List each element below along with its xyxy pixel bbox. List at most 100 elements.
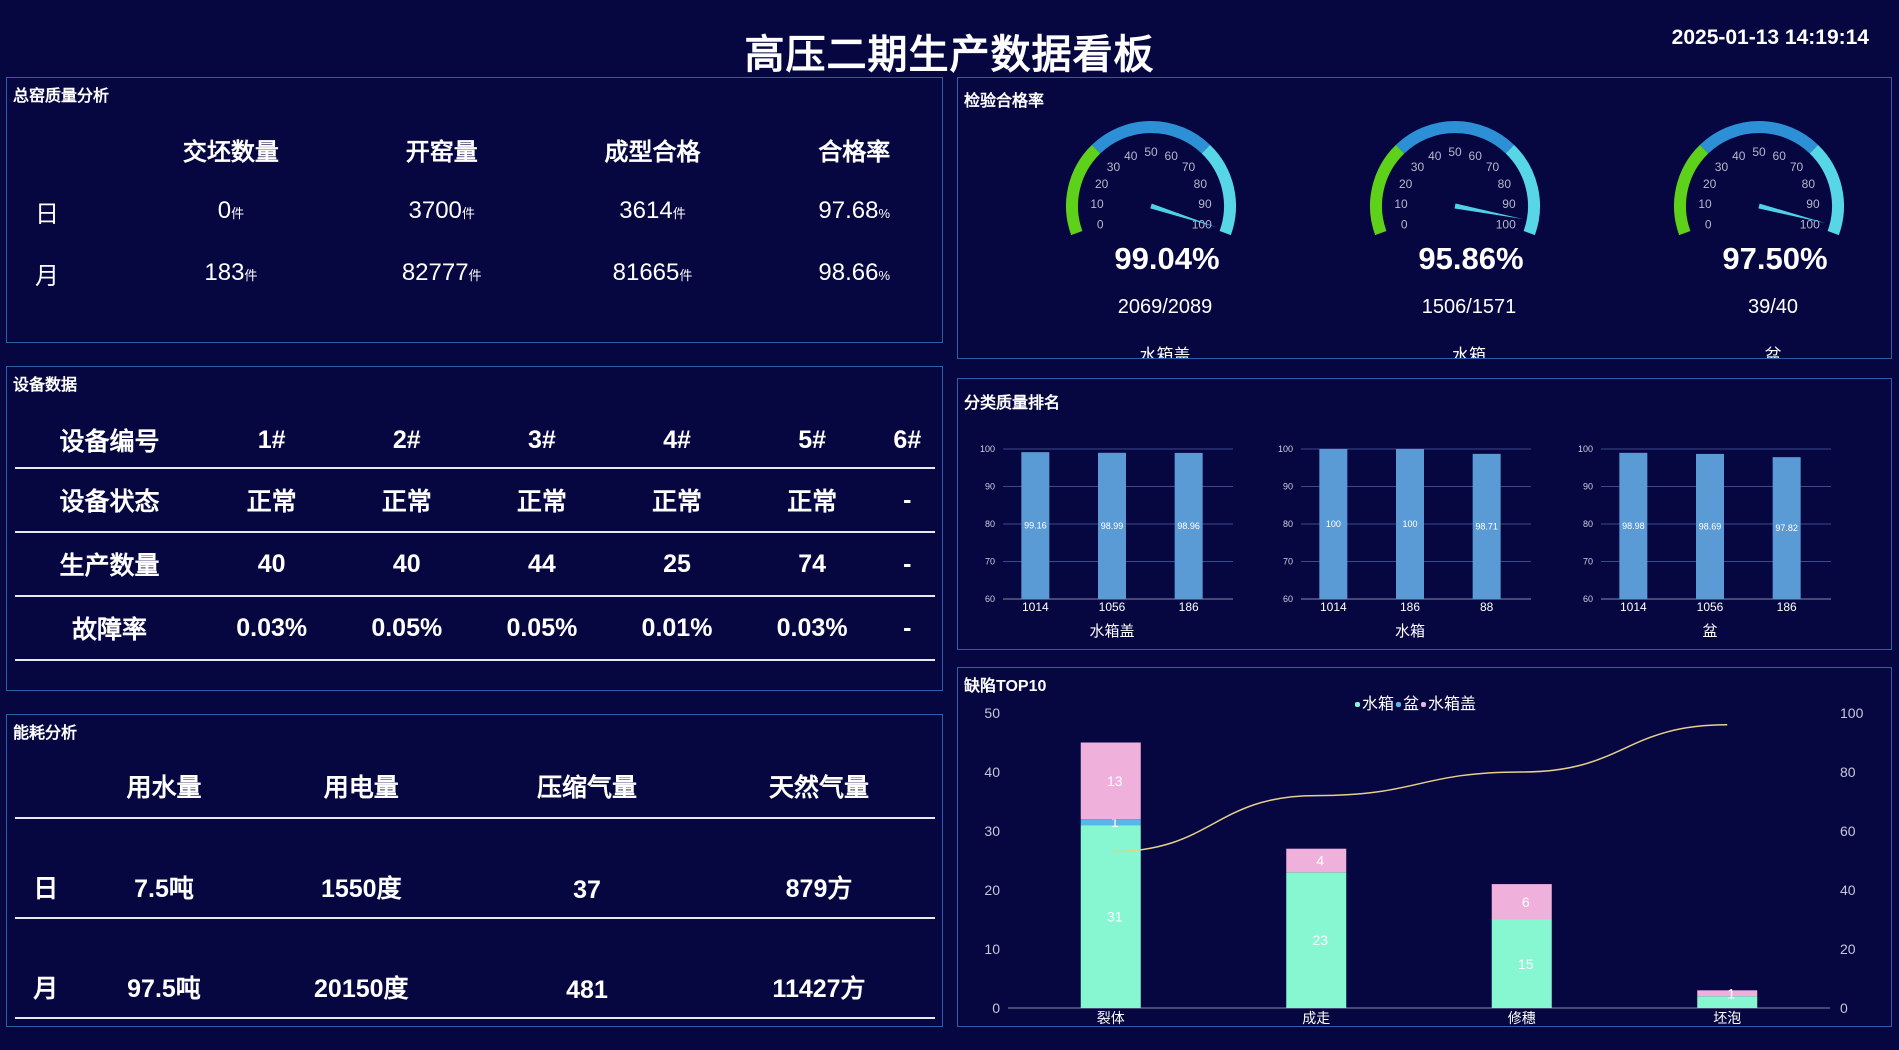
bar xyxy=(1696,453,1724,599)
bar xyxy=(1772,457,1801,599)
gauge-arc-segment xyxy=(1809,144,1844,236)
legend-swatch xyxy=(1355,702,1360,707)
x-tick-label: 88 xyxy=(1480,600,1494,614)
gauge-arc-segment xyxy=(1505,144,1540,236)
table-cell: 2# xyxy=(339,413,475,469)
gauge-needle xyxy=(1758,203,1826,224)
table-cell: 正常 xyxy=(204,468,340,533)
ranking-chart: 60 70 80 90 100 100 1014 100 186 98.71 88 水箱 xyxy=(1278,444,1531,640)
bar-segment xyxy=(1697,996,1758,1008)
header-cell: 成型合格 xyxy=(604,138,701,166)
gauge-tick-label: 50 xyxy=(1448,145,1462,159)
table-cell: 3614件 xyxy=(538,180,768,242)
gauge-tick-label: 70 xyxy=(1486,160,1500,174)
defects-chart: 0 10 20 30 40 50 0 20 40 60 80 100 31 1 13 裂体 23 4 成走 15 6 修穗… xyxy=(984,695,1863,1026)
bar-data-label: 4 xyxy=(1316,853,1324,869)
energy-table: 用水量 用电量 压缩气量 天然气量日 7.5吨 1550度 37 879方月 97.5吨 2015… xyxy=(15,755,935,1019)
gauge-name: 水箱盖 xyxy=(1140,346,1191,358)
header-cell: 用水量 xyxy=(76,755,252,819)
bar-data-label: 13 xyxy=(1107,773,1123,789)
y-tick-label: 60 xyxy=(1583,594,1593,604)
gauge-tick-label: 30 xyxy=(1107,160,1121,174)
series-line xyxy=(1110,724,1728,853)
table-cell: 0.03% xyxy=(204,596,340,661)
y-tick-label: 50 xyxy=(984,705,1000,721)
legend-label: 水箱 xyxy=(1362,695,1394,713)
bar-data-label: 100 xyxy=(1326,519,1341,529)
table-cell: 44 xyxy=(474,532,610,597)
cell-unit: % xyxy=(878,206,891,221)
x-axis-label: 水箱盖 xyxy=(1089,623,1134,640)
x-tick-label: 1014 xyxy=(1022,600,1049,614)
kiln-quality-table: 交坯数量 开窑量 成型合格 合格率 日 0件 3700件 3614件 97.68… xyxy=(21,118,941,304)
y2-tick-label: 100 xyxy=(1840,705,1864,721)
gauge-name: 水箱 xyxy=(1452,346,1486,358)
bar-segment xyxy=(1286,848,1347,873)
gauge-tick-label: 40 xyxy=(1428,149,1442,163)
cell-unit: 件 xyxy=(231,206,245,221)
table-header-row: 用水量 用电量 压缩气量 天然气量 xyxy=(15,755,935,819)
bar-segment xyxy=(1491,884,1552,920)
row-label: 月 xyxy=(35,262,59,290)
bar-data-label: 97.82 xyxy=(1775,523,1798,533)
row-label: 设备状态 xyxy=(15,468,205,533)
table-cell: - xyxy=(879,596,935,661)
gauge-needle xyxy=(1454,203,1523,220)
gauge-tick-label: 90 xyxy=(1198,197,1212,211)
table-cell: 5# xyxy=(744,413,880,469)
defects-svg: 0 10 20 30 40 50 0 20 40 60 80 100 31 1 13 裂体 23 4 成走 15 6 修穗… xyxy=(984,695,1863,1026)
header-cell: 天然气量 xyxy=(703,755,935,819)
header-cell xyxy=(15,755,77,819)
cell-value: 183 xyxy=(204,259,245,286)
cell-value: 3700 xyxy=(408,197,462,224)
gauge-tick-label: 40 xyxy=(1732,149,1746,163)
bar xyxy=(1472,453,1501,599)
bar-data-label: 1 xyxy=(1727,985,1735,1001)
ranking-svg: 60 70 80 90 100 99.16 1014 98.99 1056 98.96 186 水箱盖… xyxy=(980,444,1831,640)
bar-data-label: 31 xyxy=(1107,909,1123,925)
gauge-tick-label: 40 xyxy=(1124,149,1138,163)
table-cell: 40 xyxy=(339,532,475,597)
device-panel: 设备数据 设备编号 1# 2# 3# 4# 5# 6# 设备状态 正常 正常 正常 正常 正常 - 生产数量… xyxy=(6,366,943,691)
table-cell: 0.01% xyxy=(609,596,745,661)
header-cell: 交坯数量 xyxy=(182,138,279,166)
table-cell: 1# xyxy=(204,413,340,469)
table-cell: 37 xyxy=(471,818,703,919)
row-label: 日 xyxy=(15,818,77,919)
table-row: 故障率 0.03% 0.05% 0.05% 0.01% 0.03% - xyxy=(15,596,935,661)
table-cell: 11427方 xyxy=(703,918,935,1019)
y2-tick-label: 20 xyxy=(1840,941,1856,957)
cell-value: 98.66 xyxy=(818,259,879,286)
gauge-tick-label: 0 xyxy=(1401,217,1408,231)
gauge-value: 95.86% xyxy=(1418,241,1523,276)
gauge-arc-segment xyxy=(1066,144,1101,236)
gauge-arc-segment xyxy=(1674,144,1709,236)
y-tick-label: 30 xyxy=(984,823,1000,839)
bar-segment xyxy=(1697,990,1758,997)
table-cell: 正常 xyxy=(609,468,745,533)
gauge-arc-segment xyxy=(1699,121,1819,154)
table-cell: 正常 xyxy=(339,468,475,533)
bar-segment xyxy=(1080,742,1141,820)
cell-value: 82777 xyxy=(401,259,469,286)
table-cell: 81665件 xyxy=(538,242,768,304)
legend-swatch xyxy=(1396,702,1401,707)
table-cell: 0.05% xyxy=(339,596,475,661)
bar-data-label: 98.99 xyxy=(1101,521,1124,531)
table-cell: 20150度 xyxy=(251,918,472,1019)
table-cell: 0件 xyxy=(116,180,346,242)
table-row: 设备状态 正常 正常 正常 正常 正常 - xyxy=(15,468,935,533)
y-tick-label: 80 xyxy=(1583,519,1593,529)
y-tick-label: 90 xyxy=(985,482,995,492)
row-label: 月 xyxy=(15,918,77,1019)
cell-unit: % xyxy=(878,268,891,283)
table-cell: 98.66% xyxy=(767,242,941,304)
y-tick-label: 80 xyxy=(985,519,995,529)
gauge-tick-label: 60 xyxy=(1165,149,1179,163)
cell-unit: 件 xyxy=(468,268,482,283)
x-tick-label: 坯泡 xyxy=(1713,1010,1741,1026)
table-cell: 40 xyxy=(204,532,340,597)
gauge-tick-label: 70 xyxy=(1182,160,1196,174)
x-tick-label: 1056 xyxy=(1697,600,1724,614)
